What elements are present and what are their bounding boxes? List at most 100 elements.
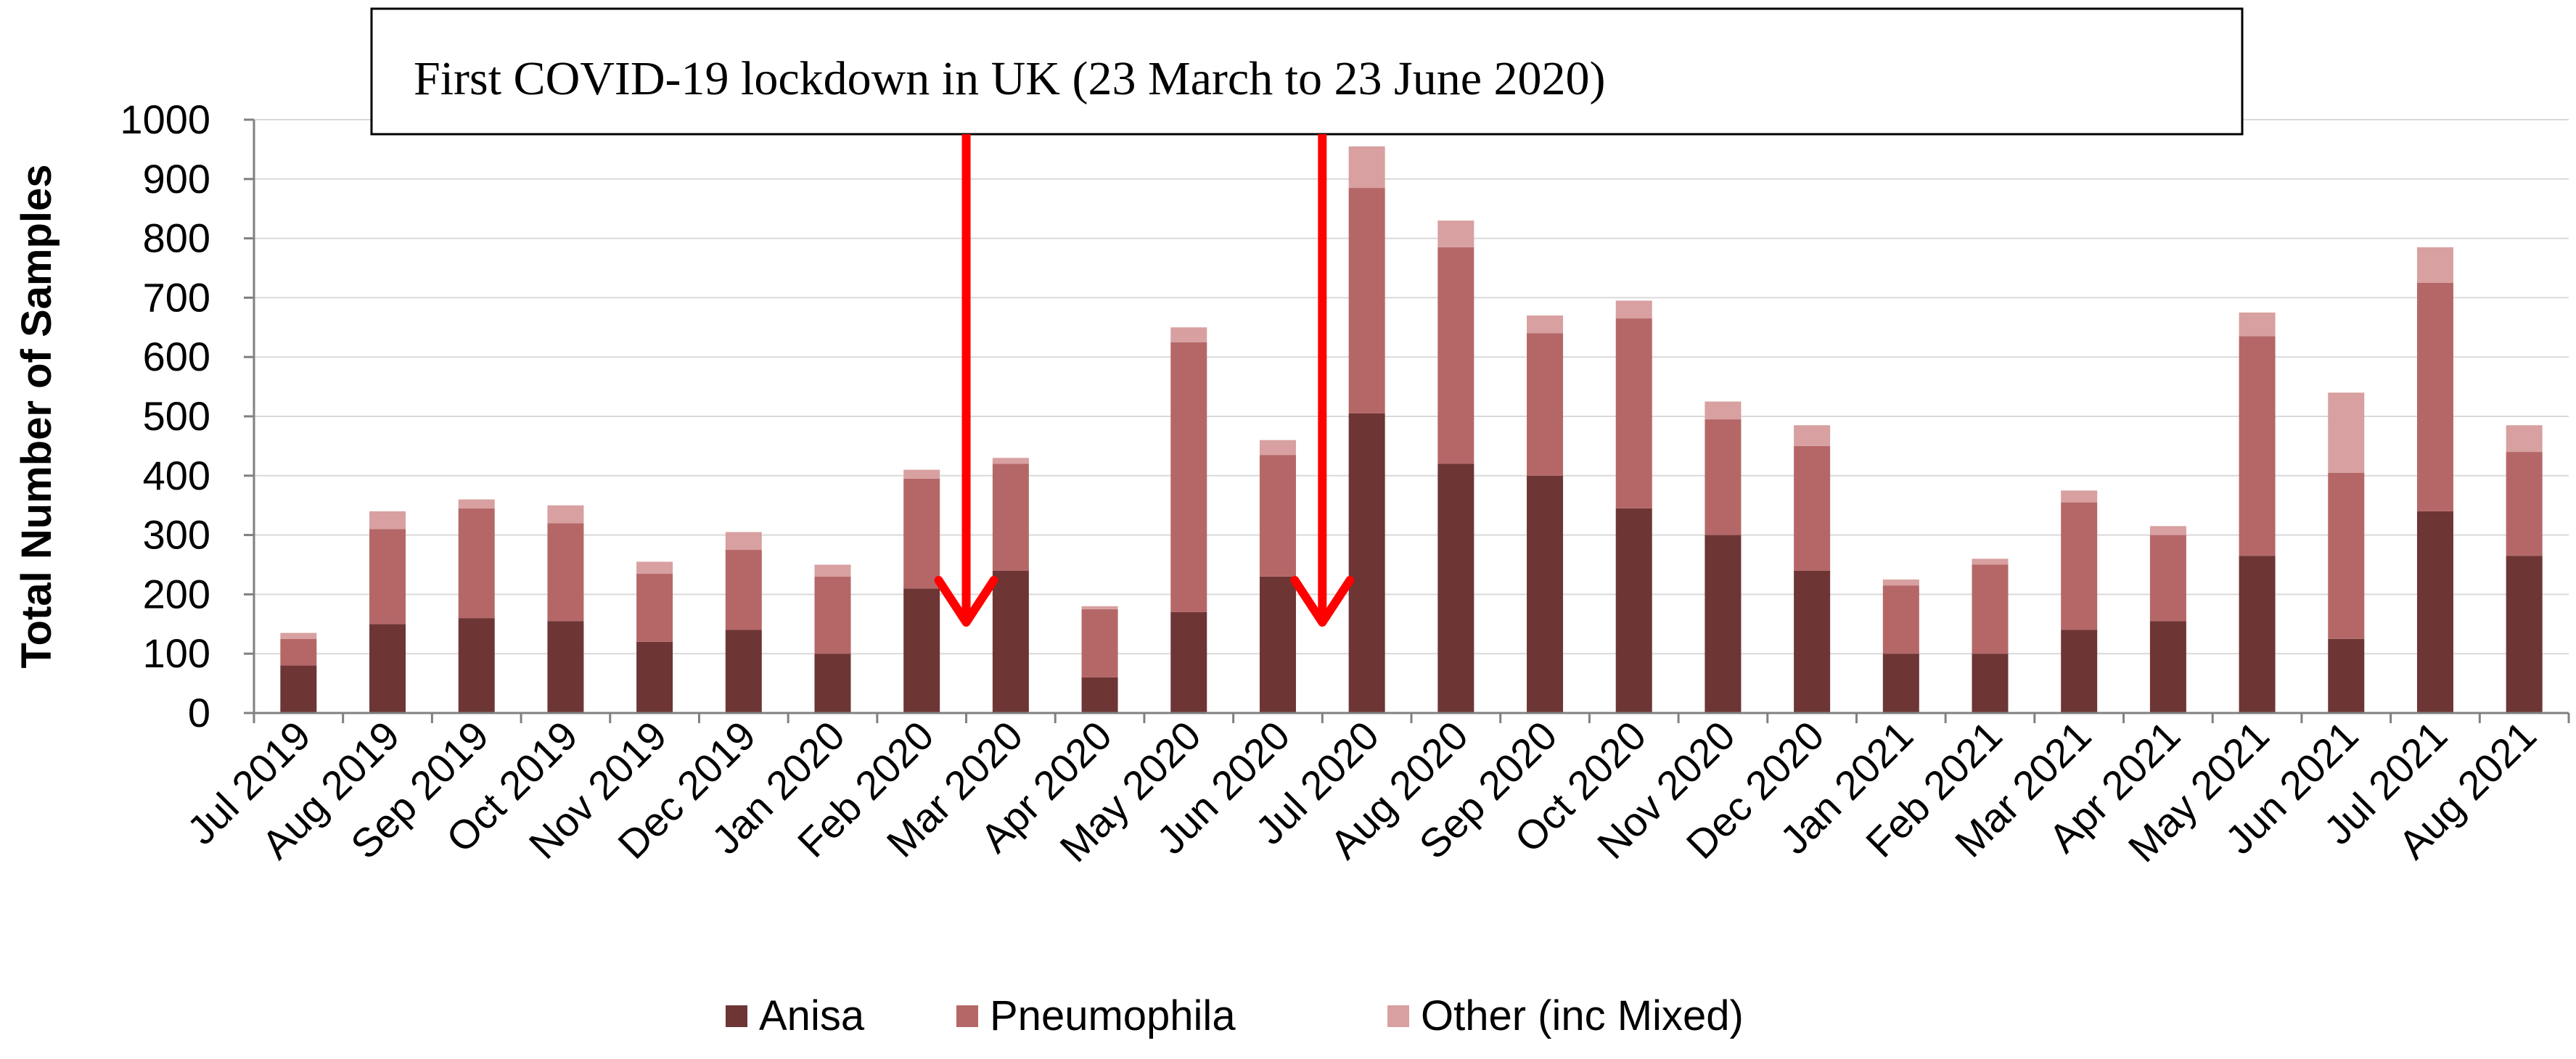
bar-other-inc-mixed-oct-2019 [547,505,584,524]
gridlines [254,119,2569,655]
legend-item-anisa: Anisa [726,992,865,1039]
legend-label: Other (inc Mixed) [1421,992,1744,1039]
legend-label: Anisa [759,992,865,1039]
bar-pneumophila-jan-2021 [1882,585,1919,654]
legend: Anisa Pneumophila Other (inc Mixed) [726,992,1744,1039]
bar-anisa-feb-2020 [903,588,940,713]
bar-other-inc-mixed-may-2020 [1170,327,1207,342]
y-tick-label: 500 [143,393,210,439]
y-tick-label: 300 [143,512,210,558]
y-tick-label: 800 [143,215,210,261]
bar-pneumophila-dec-2019 [725,550,762,630]
bar-anisa-sep-2019 [458,618,495,713]
legend-label: Pneumophila [990,992,1236,1039]
bar-anisa-jul-2021 [2416,511,2453,713]
axes [244,118,2570,723]
bar-other-inc-mixed-jun-2021 [2328,392,2365,473]
bar-other-inc-mixed-mar-2021 [2061,490,2098,503]
bar-other-inc-mixed-aug-2021 [2506,425,2543,453]
bar-anisa-dec-2019 [725,630,762,713]
bar-anisa-nov-2020 [1705,535,1742,713]
legend-swatch [1387,1005,1409,1027]
bar-other-inc-mixed-nov-2019 [636,561,673,574]
bars [280,146,2543,713]
bar-anisa-mar-2020 [992,570,1029,713]
bar-anisa-apr-2021 [2149,621,2186,713]
bar-other-inc-mixed-sep-2019 [458,499,495,508]
legend-item-other-inc-mixed: Other (inc Mixed) [1387,992,1744,1039]
bar-anisa-oct-2020 [1615,508,1652,713]
y-tick-label: 900 [143,156,210,202]
lockdown-arrow-start [934,134,998,627]
bar-anisa-jun-2021 [2328,638,2365,713]
bar-anisa-jan-2021 [1882,654,1919,713]
bar-pneumophila-jul-2021 [2416,282,2453,511]
bar-pneumophila-sep-2020 [1527,333,1564,476]
bar-anisa-jul-2019 [280,665,317,713]
bar-pneumophila-jul-2020 [1348,188,1385,413]
y-tick-label: 700 [143,274,210,320]
bar-pneumophila-nov-2019 [636,573,673,642]
annotation-box [370,7,2244,136]
bar-anisa-feb-2021 [1972,654,2009,713]
bar-pneumophila-aug-2021 [2506,452,2543,556]
bar-other-inc-mixed-jul-2019 [280,632,317,639]
legend-swatch [726,1005,747,1027]
bar-anisa-dec-2020 [1794,570,1831,713]
y-tick-label: 1000 [120,96,210,142]
bar-pneumophila-mar-2020 [992,463,1029,571]
bar-other-inc-mixed-sep-2020 [1527,315,1564,334]
bar-other-inc-mixed-feb-2021 [1972,559,2009,565]
bar-anisa-aug-2019 [369,624,406,713]
bar-pneumophila-aug-2020 [1437,247,1474,464]
bar-other-inc-mixed-jul-2021 [2416,247,2453,283]
bar-anisa-jan-2020 [814,654,851,713]
bar-pneumophila-jan-2020 [814,576,851,654]
bar-anisa-apr-2020 [1081,677,1118,713]
bar-other-inc-mixed-aug-2020 [1437,221,1474,247]
y-tick-label: 100 [143,630,210,676]
bar-pneumophila-oct-2019 [547,523,584,622]
bar-other-inc-mixed-jun-2020 [1259,440,1296,456]
bar-other-inc-mixed-dec-2019 [725,532,762,551]
bar-anisa-nov-2019 [636,641,673,713]
lockdown-arrow-end [1290,134,1355,627]
bar-other-inc-mixed-feb-2020 [903,469,940,479]
bar-anisa-jun-2020 [1259,576,1296,713]
bar-pneumophila-jul-2019 [280,638,317,666]
annotation: First COVID-19 lockdown in UK (23 March … [370,7,2244,136]
bar-anisa-aug-2021 [2506,556,2543,713]
y-tick-label: 200 [143,571,210,617]
bar-anisa-jul-2020 [1348,413,1385,713]
bar-pneumophila-nov-2020 [1705,419,1742,535]
bar-pneumophila-jun-2021 [2328,472,2365,639]
bar-other-inc-mixed-jan-2021 [1882,579,1919,586]
bar-pneumophila-apr-2020 [1081,609,1118,677]
bar-anisa-mar-2021 [2061,630,2098,713]
bar-anisa-aug-2020 [1437,463,1474,713]
bar-pneumophila-aug-2019 [369,529,406,625]
y-tick-label: 600 [143,334,210,379]
bar-anisa-sep-2020 [1527,475,1564,713]
bar-other-inc-mixed-mar-2020 [992,458,1029,464]
y-tick-label: 400 [143,453,210,498]
bar-pneumophila-mar-2021 [2061,502,2098,630]
bar-pneumophila-may-2020 [1170,342,1207,612]
bar-pneumophila-feb-2020 [903,478,940,589]
bar-other-inc-mixed-nov-2020 [1705,401,1742,420]
bar-pneumophila-apr-2021 [2149,535,2186,622]
bar-pneumophila-dec-2020 [1794,445,1831,571]
legend-swatch [956,1005,978,1027]
bar-pneumophila-feb-2021 [1972,564,2009,654]
bar-other-inc-mixed-apr-2020 [1081,606,1118,609]
bar-anisa-may-2020 [1170,611,1207,713]
y-tick-label: 0 [188,690,210,735]
y-axis-label: Total Number of Samples [13,164,60,668]
bar-anisa-oct-2019 [547,621,584,713]
bar-pneumophila-oct-2020 [1615,318,1652,508]
bar-other-inc-mixed-may-2021 [2239,312,2276,337]
bar-other-inc-mixed-aug-2019 [369,511,406,530]
